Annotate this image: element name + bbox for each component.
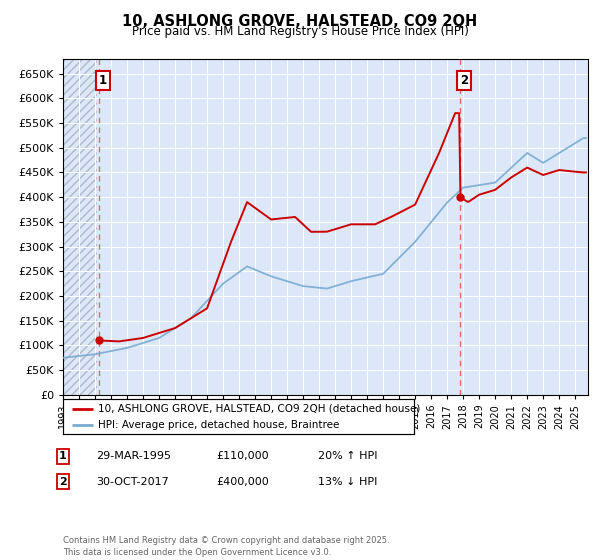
Text: HPI: Average price, detached house, Braintree: HPI: Average price, detached house, Brai… [98,419,340,430]
Text: Contains HM Land Registry data © Crown copyright and database right 2025.
This d: Contains HM Land Registry data © Crown c… [63,536,389,557]
Text: 2: 2 [59,477,67,487]
Text: 20% ↑ HPI: 20% ↑ HPI [318,451,377,461]
Text: 29-MAR-1995: 29-MAR-1995 [96,451,171,461]
Text: 30-OCT-2017: 30-OCT-2017 [96,477,169,487]
Text: 13% ↓ HPI: 13% ↓ HPI [318,477,377,487]
Bar [63,59,97,395]
Text: 1: 1 [59,451,67,461]
Text: 2: 2 [460,74,469,87]
Text: 10, ASHLONG GROVE, HALSTEAD, CO9 2QH: 10, ASHLONG GROVE, HALSTEAD, CO9 2QH [122,14,478,29]
Text: 1: 1 [99,74,107,87]
Text: £400,000: £400,000 [216,477,269,487]
Text: Price paid vs. HM Land Registry's House Price Index (HPI): Price paid vs. HM Land Registry's House … [131,25,469,38]
Text: £110,000: £110,000 [216,451,269,461]
Text: 10, ASHLONG GROVE, HALSTEAD, CO9 2QH (detached house): 10, ASHLONG GROVE, HALSTEAD, CO9 2QH (de… [98,404,421,414]
